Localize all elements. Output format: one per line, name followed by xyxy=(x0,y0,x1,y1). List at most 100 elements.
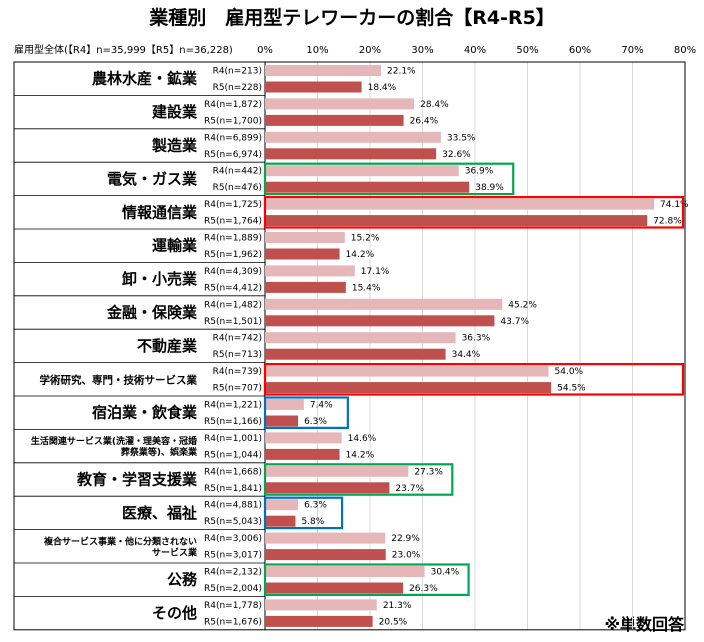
row-label-r5: R5(n=2,004) xyxy=(204,584,262,594)
category-label: 情報通信業 xyxy=(122,203,198,221)
bar-r5 xyxy=(265,315,495,327)
highlight-box xyxy=(263,396,349,429)
value-label-r4: 27.3% xyxy=(414,467,443,477)
category-label: 建設業 xyxy=(152,103,198,121)
row-label-r4: R4(n=1,221) xyxy=(204,401,262,411)
bar-r4 xyxy=(265,532,386,544)
category-label: 不動産業 xyxy=(137,337,198,355)
value-label-r4: 6.3% xyxy=(304,501,327,511)
row-label-r5: R5(n=1,764) xyxy=(204,217,262,227)
row-label-r5: R5(n=3,017) xyxy=(204,551,262,561)
row-label-r4: R4(n=4,881) xyxy=(204,501,262,511)
bar-r5 xyxy=(265,382,552,394)
bar-r5 xyxy=(265,582,404,594)
value-label-r5: 34.4% xyxy=(452,350,481,360)
bar-r5 xyxy=(265,148,437,160)
value-label-r4: 7.4% xyxy=(310,401,333,411)
category-label: 卸・小売業 xyxy=(122,270,198,288)
bar-r4 xyxy=(265,98,415,110)
highlight-box xyxy=(263,496,344,530)
chart-title: 業種別 雇用型テレワーカーの割合【R4-R5】 xyxy=(148,6,555,29)
axis-header: 雇用型全体(【R4】n=35,999【R5】n=36,228) xyxy=(14,43,233,56)
value-label-r5: 32.6% xyxy=(442,150,471,160)
value-label-r4: 21.3% xyxy=(383,601,412,611)
x-tick-label: 0% xyxy=(257,45,273,56)
value-label-r5: 38.9% xyxy=(475,183,504,193)
value-label-r5: 43.7% xyxy=(500,317,529,327)
bar-r5 xyxy=(265,348,446,360)
row-label-r5: R5(n=6,974) xyxy=(204,150,262,160)
value-label-r5: 23.0% xyxy=(392,551,421,561)
bar-r4 xyxy=(265,165,459,177)
value-label-r5: 26.3% xyxy=(409,584,438,594)
x-tick-label: 70% xyxy=(621,45,643,56)
row-label-r4: R4(n=1,889) xyxy=(204,234,262,244)
category-label: 葬祭業等)、娯楽業 xyxy=(121,446,198,458)
category-label: 学術研究、専門・技術サービス業 xyxy=(40,373,198,386)
row-label-r5: R5(n=1,044) xyxy=(204,450,262,460)
bar-r4 xyxy=(265,365,549,377)
x-tick-label: 20% xyxy=(359,45,381,56)
value-label-r5: 6.3% xyxy=(304,417,327,427)
x-tick-label: 40% xyxy=(464,45,486,56)
bar-r4 xyxy=(265,265,355,277)
bar-r4 xyxy=(265,332,456,344)
category-label: サービス業 xyxy=(152,546,198,558)
value-label-r5: 72.8% xyxy=(653,217,682,227)
highlight-box xyxy=(263,363,685,396)
row-label-r5: R5(n=1,676) xyxy=(204,617,262,627)
row-label-r4: R4(n=442) xyxy=(213,167,262,177)
value-label-r4: 74.1% xyxy=(660,200,689,210)
bar-r5 xyxy=(265,482,390,494)
value-label-r4: 22.9% xyxy=(391,534,420,544)
row-label-r5: R5(n=1,166) xyxy=(204,417,262,427)
x-tick-label: 30% xyxy=(411,45,433,56)
bar-r5 xyxy=(265,515,296,527)
row-label-r4: R4(n=1,872) xyxy=(204,100,262,110)
category-label: 製造業 xyxy=(151,137,198,155)
value-label-r4: 33.5% xyxy=(447,133,476,143)
row-label-r4: R4(n=2,132) xyxy=(204,568,262,578)
bar-r4 xyxy=(265,399,304,410)
value-label-r4: 36.9% xyxy=(465,167,494,177)
row-label-r5: R5(n=1,501) xyxy=(204,317,262,327)
row-label-r5: R5(n=4,412) xyxy=(204,283,262,293)
bar-r4 xyxy=(265,65,382,76)
value-label-r4: 15.2% xyxy=(351,234,380,244)
bar-r5 xyxy=(265,181,470,193)
row-label-r5: R5(n=5,043) xyxy=(204,517,262,527)
value-label-r4: 17.1% xyxy=(361,267,390,277)
bar-r4 xyxy=(265,131,441,143)
highlight-box xyxy=(263,162,515,196)
category-label: 複合サービス事業・他に分類されない xyxy=(43,535,197,547)
value-label-r4: 36.3% xyxy=(462,334,491,344)
bar-r5 xyxy=(265,281,346,293)
row-label-r4: R4(n=739) xyxy=(213,367,262,377)
bar-r5 xyxy=(265,549,386,561)
footnote: ※単数回答 xyxy=(604,615,685,634)
x-tick-label: 60% xyxy=(569,45,591,56)
x-tick-label: 50% xyxy=(516,45,538,56)
bar-r5 xyxy=(265,415,299,427)
value-label-r4: 54.0% xyxy=(555,367,584,377)
row-label-r4: R4(n=1,001) xyxy=(204,434,262,444)
bar-r5 xyxy=(265,615,373,627)
x-tick-label: 80% xyxy=(674,45,696,56)
x-tick-label: 10% xyxy=(306,45,328,56)
row-label-r5: R5(n=476) xyxy=(213,183,262,193)
category-label: 公務 xyxy=(167,571,198,589)
value-label-r5: 54.5% xyxy=(557,384,586,394)
row-label-r4: R4(n=1,725) xyxy=(204,200,262,210)
bar-r4 xyxy=(265,298,503,310)
category-label: 電気・ガス業 xyxy=(107,170,198,188)
value-label-r5: 5.8% xyxy=(301,517,324,527)
value-label-r4: 30.4% xyxy=(431,568,460,578)
row-label-r4: R4(n=6,899) xyxy=(204,133,262,143)
category-label: 教育・学習支援業 xyxy=(76,471,198,489)
bar-r5 xyxy=(265,81,362,93)
value-label-r4: 14.6% xyxy=(348,434,377,444)
value-label-r5: 15.4% xyxy=(352,283,381,293)
value-label-r5: 18.4% xyxy=(368,83,397,93)
value-label-r5: 26.4% xyxy=(410,116,439,126)
